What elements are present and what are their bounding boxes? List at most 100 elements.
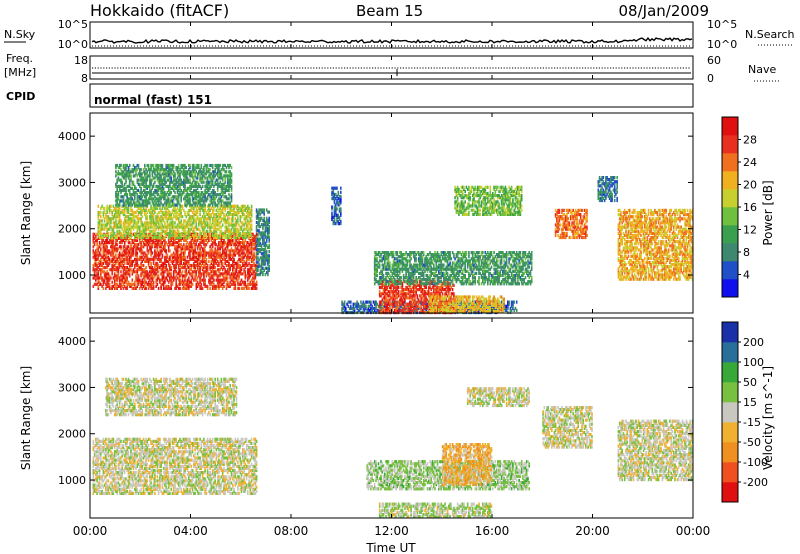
power-echo-cell: [106, 263, 108, 268]
nsearch-tick-top: 10^5: [707, 18, 737, 31]
power-echo-cell: [140, 257, 142, 261]
power-echo-cell: [154, 206, 156, 210]
power-echo-cell: [213, 272, 215, 276]
power-echo-cell: [144, 280, 146, 284]
power-echo-cell: [224, 186, 226, 190]
power-echo-cell: [209, 266, 211, 270]
power-echo-cell: [161, 182, 164, 186]
power-echo-cell: [184, 263, 186, 268]
power-echo-cell: [165, 276, 167, 280]
power-echo-cell: [226, 259, 229, 263]
power-echo-cell: [210, 206, 213, 210]
power-echo-cell: [179, 206, 181, 210]
power-echo-cell: [200, 203, 203, 207]
power-echo-cell: [92, 245, 95, 249]
power-echo-cell: [214, 235, 216, 240]
power-echo-cell: [176, 251, 179, 255]
power-echo-cell: [135, 276, 137, 280]
power-echo-cell: [171, 257, 174, 261]
power-echo-cell: [235, 261, 238, 265]
power-echo-cell: [164, 231, 166, 235]
power-echo-cell: [248, 233, 250, 237]
power-echo-cell: [130, 174, 132, 178]
power-echo-cell: [164, 170, 166, 174]
power-echo-cell: [230, 166, 233, 170]
power-echo-cell: [201, 176, 204, 180]
power-echo-cell: [230, 249, 233, 253]
power-echo-cell: [218, 197, 220, 201]
power-echo-cell: [333, 192, 336, 197]
power-echo-cell: [108, 223, 111, 227]
power-echo-cell: [208, 170, 210, 174]
power-echo-cell: [93, 268, 96, 272]
power-echo-cell: [132, 163, 135, 168]
power-echo-cell: [141, 249, 144, 253]
power-echo-cell: [175, 278, 177, 282]
power-echo-cell: [204, 251, 206, 255]
power-echo-cell: [242, 231, 244, 235]
power-echo-cell: [213, 266, 215, 270]
power-echo-cell: [203, 278, 205, 282]
power-echo-cell: [224, 204, 226, 208]
power-echo-cell: [196, 253, 199, 257]
power-echo-cell: [131, 168, 134, 172]
power-echo-cell: [235, 266, 238, 270]
power-echo-cell: [206, 170, 209, 174]
power-echo-cell: [262, 231, 264, 235]
power-echo-cell: [336, 201, 338, 205]
power-echo-cell: [239, 280, 242, 284]
power-echo-cell: [125, 163, 127, 168]
power-echo-cell: [195, 263, 198, 268]
power-echo-cell: [172, 208, 175, 212]
power-echo-cell: [169, 268, 171, 272]
power-echo-cell: [117, 231, 120, 235]
power-echo-cell: [177, 249, 180, 253]
power-echo-cell: [141, 215, 144, 219]
power-echo-cell: [389, 304, 391, 308]
power-echo-cell: [201, 225, 204, 229]
power-echo-cell: [258, 258, 260, 262]
power-echo-cell: [108, 274, 111, 278]
power-echo-cell: [172, 259, 175, 263]
power-echo-cell: [150, 221, 152, 225]
power-echo-cell: [229, 195, 231, 199]
power-echo-cell: [108, 238, 111, 243]
power-echo-cell: [186, 247, 189, 251]
power-echo-cell: [95, 249, 97, 253]
power-echo-cell: [169, 215, 171, 219]
power-echo-cell: [183, 172, 185, 176]
power-echo-cell: [137, 225, 140, 229]
power-echo-cell: [101, 241, 103, 245]
power-echo-cell: [235, 251, 238, 255]
power-echo-cell: [244, 238, 247, 243]
power-echo-cell: [152, 197, 155, 201]
power-echo-cell: [145, 234, 147, 238]
power-echo-cell: [167, 178, 170, 182]
power-echo-cell: [174, 215, 176, 219]
power-echo-cell: [120, 259, 122, 263]
power-echo-cell: [188, 245, 190, 249]
power-echo-cell: [225, 227, 228, 231]
power-echo-cell: [125, 276, 127, 280]
power-echo-cell: [213, 233, 215, 237]
power-echo-cell: [220, 184, 223, 188]
power-echo-cell: [190, 274, 193, 278]
power-echo-cell: [107, 261, 110, 265]
power-echo-cell: [257, 266, 259, 270]
power-echo-cell: [257, 243, 259, 247]
power-echo-cell: [223, 184, 225, 188]
power-echo-cell: [199, 176, 201, 180]
power-echo-cell: [135, 223, 137, 227]
power-echo-cell: [181, 280, 184, 284]
power-echo-cell: [215, 243, 218, 247]
power-echo-cell: [120, 253, 122, 257]
power-echo-cell: [200, 259, 203, 263]
power-echo-cell: [150, 204, 152, 208]
power-echo-cell: [139, 168, 141, 172]
power-echo-cell: [216, 253, 219, 257]
power-echo-cell: [220, 182, 223, 186]
power-echo-cell: [190, 172, 193, 176]
power-echo-cell: [172, 203, 175, 207]
power-echo-cell: [209, 263, 211, 268]
power-echo-cell: [220, 236, 223, 240]
